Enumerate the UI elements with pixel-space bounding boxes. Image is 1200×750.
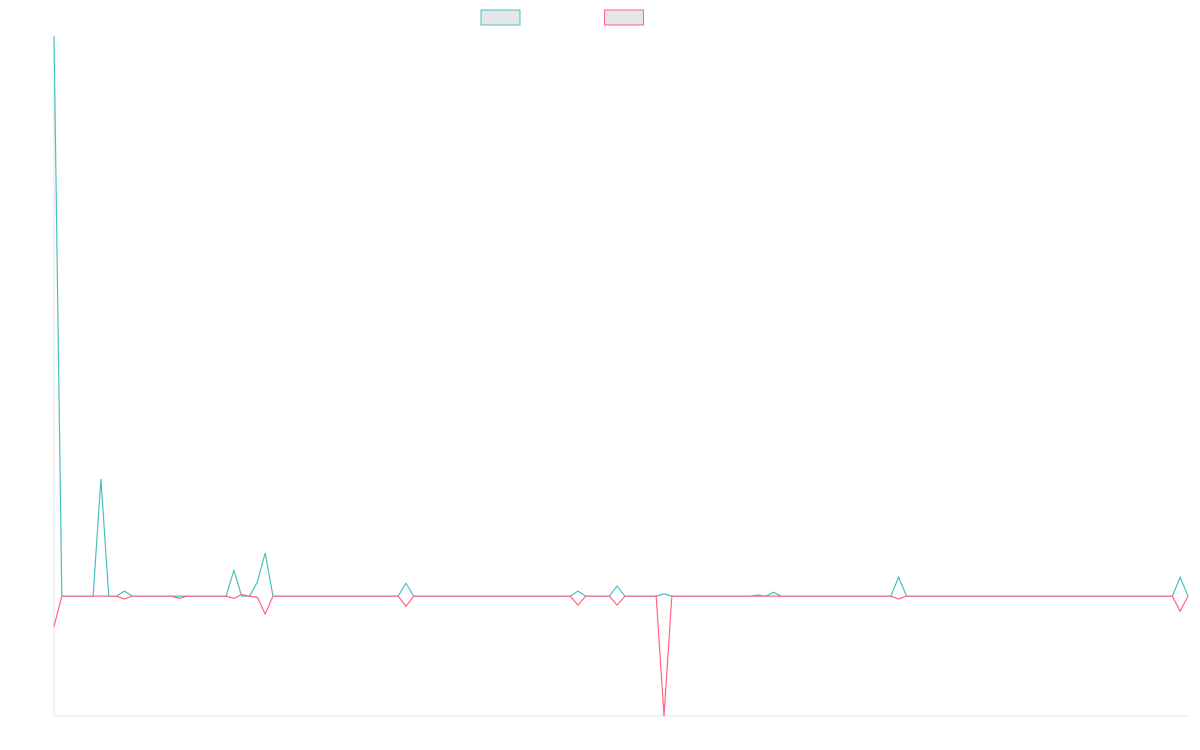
legend-box[interactable] <box>604 9 644 26</box>
legend-box[interactable] <box>480 9 521 26</box>
series-line <box>53 593 1189 717</box>
series-line <box>53 35 1189 597</box>
